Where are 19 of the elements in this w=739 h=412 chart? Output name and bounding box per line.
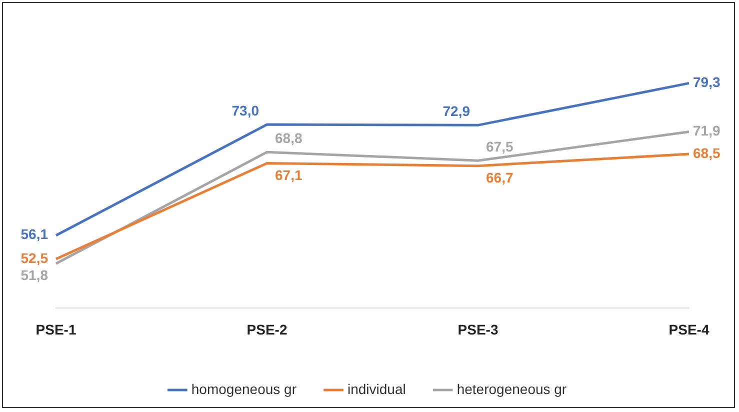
data-label: 67,1 [275,167,302,184]
legend-label: heterogeneous gr [456,380,567,397]
data-label: 68,8 [275,130,302,146]
data-label: 73,0 [232,102,260,118]
data-label: 52,5 [20,250,48,266]
data-label: 67,5 [486,138,514,154]
data-label: 51,8 [20,266,48,283]
data-label: 71,9 [693,122,720,139]
data-label: 56,1 [20,226,48,242]
data-label: 68,5 [693,144,720,161]
legend-label: individual [347,380,406,397]
data-label: 66,7 [486,170,514,186]
x-tick-label: PSE-4 [668,321,710,338]
legend-label: homogeneous gr [191,380,297,397]
x-tick-label: PSE-2 [246,321,288,338]
data-label: 79,3 [693,74,720,90]
x-tick-label: PSE-3 [458,321,498,338]
data-label: 72,9 [442,103,470,120]
x-tick-label: PSE-1 [36,321,76,338]
